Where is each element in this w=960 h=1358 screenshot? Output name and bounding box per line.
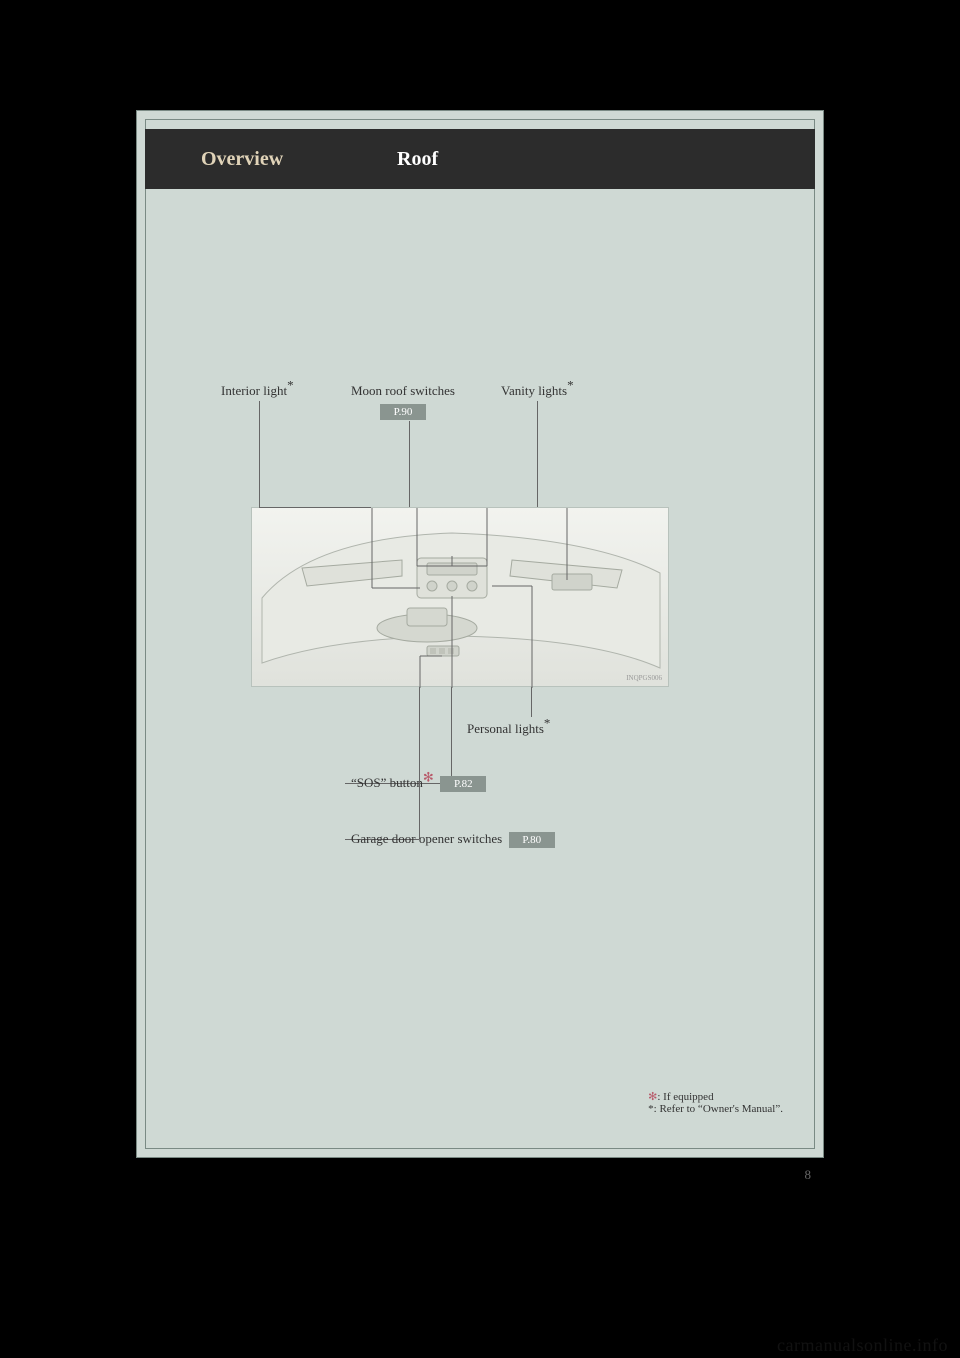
- leader-line: [259, 401, 260, 507]
- moon-roof-text: Moon roof switches: [351, 383, 455, 399]
- footnote-manual-text: : Refer to “Owner's Manual”.: [654, 1103, 783, 1115]
- asterisk-icon: *: [544, 716, 551, 731]
- footnote-if-equipped: ✻: If equipped: [648, 1090, 783, 1103]
- leader-line: [409, 421, 410, 507]
- content-area: Interior light* Moon roof switches P.90 …: [145, 189, 815, 1149]
- garage-page-ref: P.80: [509, 832, 555, 848]
- personal-lights-text: Personal lights: [467, 721, 544, 736]
- vanity-lights-label: Vanity lights*: [501, 383, 574, 399]
- personal-lights-label: Personal lights*: [467, 721, 550, 737]
- garage-text: Garage door opener switches: [351, 831, 502, 846]
- roof-illustration: INQPGS006: [251, 507, 669, 687]
- interior-light-label: Interior light*: [221, 383, 294, 399]
- asterisk-icon: *: [287, 378, 294, 393]
- footnotes: ✻: If equipped *: Refer to “Owner's Manu…: [648, 1090, 783, 1115]
- leader-line: [419, 687, 420, 839]
- leader-line: [259, 507, 371, 508]
- sos-page-ref: P.82: [440, 776, 486, 792]
- watermark: carmanualsonline.info: [777, 1335, 948, 1356]
- vanity-lights-text: Vanity lights: [501, 383, 567, 398]
- footnote-refer-manual: *: Refer to “Owner's Manual”.: [648, 1103, 783, 1115]
- section-title: Roof: [381, 148, 438, 171]
- red-asterisk-icon: ✻: [648, 1091, 657, 1103]
- asterisk-icon: *: [567, 378, 574, 393]
- manual-page: Overview Roof Interior light* Moon roof …: [136, 110, 824, 1158]
- page-number: 8: [805, 1167, 812, 1183]
- garage-label: Garage door opener switches P.80: [351, 831, 555, 848]
- illustration-code: INQPGS006: [626, 674, 662, 682]
- overview-label: Overview: [145, 148, 381, 171]
- roof-diagram-svg: [252, 508, 670, 688]
- footnote-equipped-text: : If equipped: [657, 1091, 713, 1103]
- sos-button-text: “SOS” button: [351, 775, 423, 790]
- header-bar: Overview Roof: [145, 129, 815, 189]
- red-asterisk-icon: ✻: [423, 770, 434, 785]
- leader-line: [451, 687, 452, 783]
- leader-line: [537, 401, 538, 507]
- leader-line: [531, 687, 532, 717]
- moon-roof-label: Moon roof switches P.90: [351, 383, 455, 420]
- interior-light-text: Interior light: [221, 383, 287, 398]
- moon-roof-page-ref: P.90: [380, 404, 426, 420]
